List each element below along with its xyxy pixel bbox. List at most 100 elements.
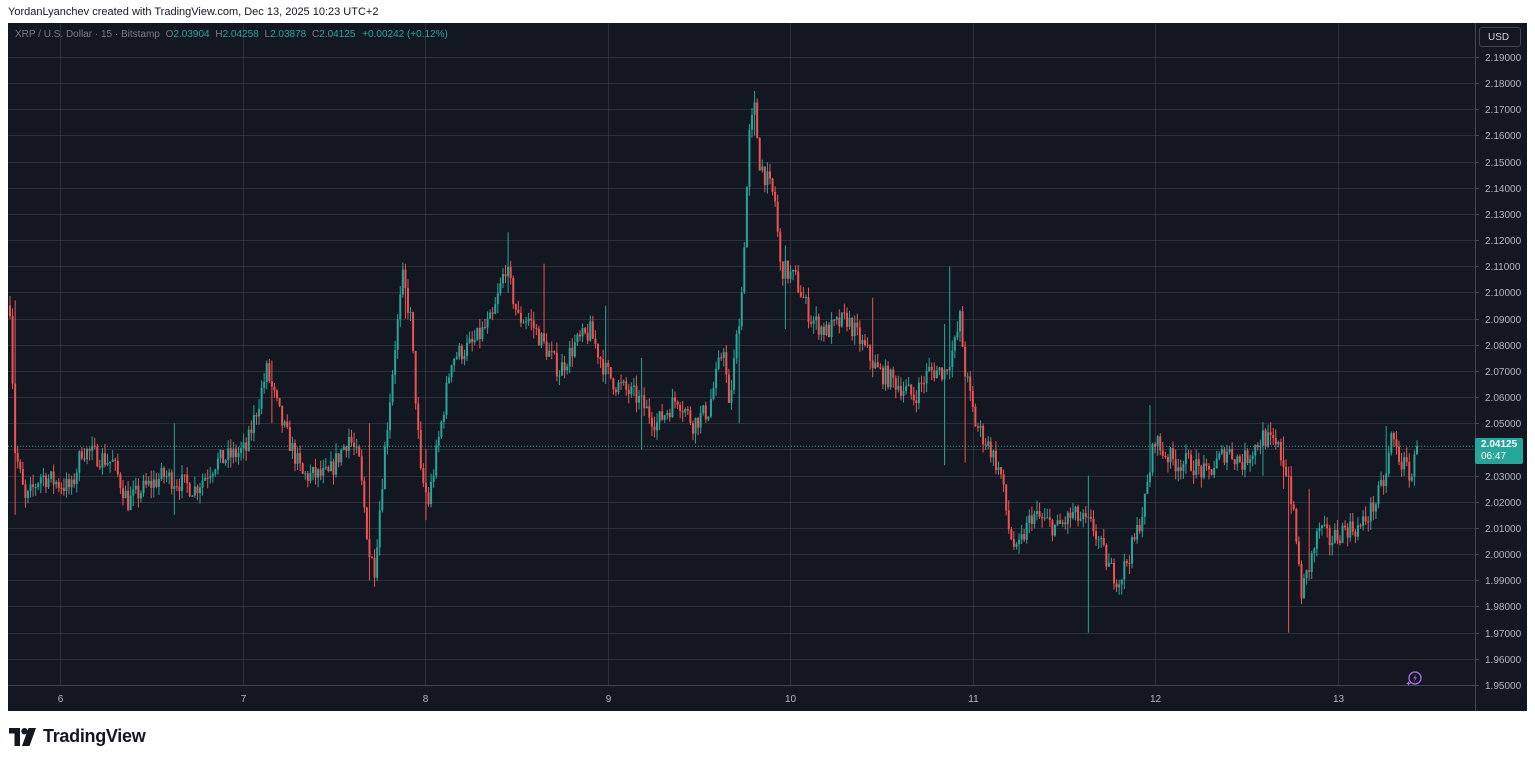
y-tick-label: 2.06000 <box>1485 393 1522 404</box>
candle-body <box>391 374 394 403</box>
candle-body <box>1141 516 1144 532</box>
candle-body <box>578 334 581 337</box>
candle-body <box>707 416 710 420</box>
candle-body <box>165 476 168 478</box>
candle-body <box>1326 524 1329 529</box>
candle-body <box>1148 472 1151 482</box>
candle-body <box>139 493 142 499</box>
footer-brand[interactable]: TradingView <box>9 726 146 747</box>
candle-body <box>617 382 620 393</box>
candle-body <box>948 367 951 371</box>
candle-body <box>193 486 196 496</box>
candle-body <box>1313 548 1316 554</box>
x-tick-label: 12 <box>1150 694 1162 705</box>
candle-body <box>1390 433 1393 453</box>
candle-body <box>1249 458 1252 464</box>
candle-body <box>191 495 194 497</box>
candle-body <box>833 319 836 321</box>
candle-body <box>656 422 659 431</box>
candle-body <box>771 178 774 192</box>
candle-body <box>643 395 646 409</box>
candle-body <box>1218 453 1221 459</box>
candle-body <box>268 363 271 382</box>
candle-body <box>399 294 402 320</box>
candle-body <box>355 446 358 448</box>
price-chart[interactable]: 2.19000 2.18000 2.17000 2.16000 2.15000 2.140… <box>8 23 1527 711</box>
candle-body <box>1297 541 1300 564</box>
candle-body <box>350 437 353 443</box>
candle-body <box>561 362 564 376</box>
y-tick-label: 2.02000 <box>1485 498 1522 509</box>
candle-body <box>360 456 363 481</box>
candle-body <box>314 467 317 478</box>
candle-body <box>345 446 348 451</box>
candle-body <box>414 351 417 404</box>
candle-body <box>376 547 379 578</box>
candle-body <box>1007 510 1010 530</box>
candle-body <box>1179 467 1182 471</box>
symbol-name[interactable]: XRP / U.S. Dollar · 15 · Bitstamp <box>15 29 160 40</box>
candle-body <box>417 403 420 430</box>
candle-body <box>856 322 859 328</box>
chart-panel[interactable]: 2.19000 2.18000 2.17000 2.16000 2.15000 2.140… <box>8 23 1527 711</box>
candle-body <box>494 304 497 314</box>
candle-body <box>134 485 137 490</box>
currency-button[interactable]: USD <box>1479 27 1521 47</box>
candle-body <box>702 405 705 413</box>
y-tick-label: 2.11000 <box>1485 262 1521 273</box>
candle-body <box>894 377 897 390</box>
last-price-value: 2.04125 <box>1481 439 1518 450</box>
candle-body <box>599 357 602 360</box>
candle-body <box>466 342 469 357</box>
candle-body <box>979 425 982 428</box>
y-tick-label: 2.10000 <box>1485 288 1522 299</box>
candle-body <box>188 483 191 497</box>
candle-body <box>430 481 433 505</box>
candle-body <box>799 292 802 297</box>
candle-body <box>535 328 538 330</box>
candle-body <box>332 461 335 475</box>
candle-body <box>211 473 214 477</box>
candle-body <box>738 326 741 334</box>
candle-body <box>1374 504 1377 512</box>
candle-body <box>1005 484 1008 511</box>
candle-body <box>14 383 17 454</box>
candle-body <box>694 417 697 434</box>
candle-body <box>622 381 625 383</box>
candle-body <box>733 358 736 390</box>
y-tick-label: 1.96000 <box>1485 655 1522 666</box>
candle-body <box>941 367 944 380</box>
candle-body <box>640 395 643 397</box>
x-tick-label: 8 <box>423 694 429 705</box>
high-label: H <box>215 29 223 40</box>
candle-body <box>686 409 689 411</box>
candle-body <box>44 475 47 488</box>
candle-body <box>828 324 831 337</box>
candle-body <box>507 266 510 277</box>
candle-body <box>1105 544 1108 567</box>
candle-body <box>1115 583 1118 588</box>
candle-body <box>1051 519 1054 536</box>
candle-body <box>874 362 877 369</box>
candle-body <box>337 453 340 463</box>
candle-body <box>1228 449 1231 452</box>
candle-body <box>306 473 309 481</box>
candle-body <box>553 351 556 353</box>
candle-body <box>1036 511 1039 514</box>
candle-body <box>905 386 908 392</box>
candle-body <box>946 369 949 371</box>
candle-body <box>170 472 173 489</box>
candle-body <box>437 436 440 446</box>
candle-body <box>568 347 571 367</box>
candle-body <box>676 401 679 405</box>
candle-body <box>448 377 451 383</box>
y-tick-label: 2.18000 <box>1485 79 1522 90</box>
candle-body <box>11 316 14 384</box>
candle-body <box>163 467 166 477</box>
candle-body <box>1392 433 1395 440</box>
lightning-alert-icon[interactable] <box>1406 670 1422 686</box>
candle-body <box>52 471 55 485</box>
candle-body <box>863 340 866 345</box>
candle-body <box>50 471 53 479</box>
candle-body <box>1364 516 1367 522</box>
